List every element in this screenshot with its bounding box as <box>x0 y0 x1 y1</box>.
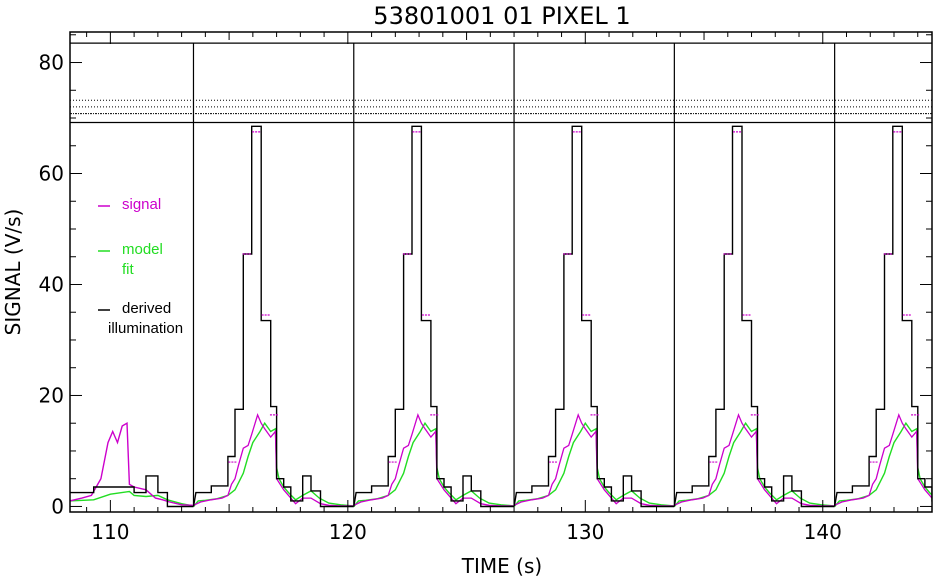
illumination-line <box>192 125 354 508</box>
signal-line <box>674 413 835 507</box>
illumination-line <box>833 125 932 507</box>
chart-title: 53801001 01 PIXEL 1 <box>373 2 630 30</box>
model-fit-line <box>673 421 835 507</box>
legend-entry-signal: signal <box>98 196 161 213</box>
y-tick-label: 0 <box>51 494 64 518</box>
legend: signal model fit derived illumination <box>98 196 183 337</box>
x-axis-label: TIME (s) <box>461 554 542 578</box>
x-tick-label: 120 <box>329 520 367 544</box>
model-fit-line <box>70 490 194 507</box>
signal-line <box>834 413 932 506</box>
y-tick-label: 40 <box>39 272 64 296</box>
model-fit-line <box>192 421 354 507</box>
y-tick-label: 60 <box>39 162 64 186</box>
signal-line <box>353 412 515 507</box>
signal-line <box>513 413 675 507</box>
legend-label: model <box>122 241 163 258</box>
y-axis-label: SIGNAL (V/s) <box>1 209 25 336</box>
illumination-line <box>70 475 194 508</box>
x-axis: 110 120 130 140 <box>86 32 919 544</box>
legend-entry-illumination: derived illumination <box>98 300 183 337</box>
plot-area <box>70 42 932 508</box>
x-tick-label: 130 <box>566 520 604 544</box>
y-axis: 0 20 40 60 80 <box>39 34 932 518</box>
legend-label: illumination <box>108 320 183 337</box>
illumination-line <box>673 125 835 508</box>
x-tick-label: 110 <box>91 520 129 544</box>
signal-line <box>70 422 194 506</box>
legend-label: signal <box>122 196 161 213</box>
plot-frame <box>69 31 933 513</box>
x-tick-label: 140 <box>804 520 842 544</box>
illumination-line <box>353 125 515 508</box>
model-fit-line <box>353 421 515 507</box>
illumination-line <box>513 125 675 508</box>
legend-label: derived <box>122 300 171 317</box>
y-tick-label: 80 <box>39 51 64 75</box>
legend-entry-model: model fit <box>98 241 163 278</box>
y-tick-label: 20 <box>39 383 64 407</box>
model-fit-line <box>513 421 675 507</box>
signal-line <box>193 413 354 507</box>
legend-label: fit <box>122 261 135 278</box>
